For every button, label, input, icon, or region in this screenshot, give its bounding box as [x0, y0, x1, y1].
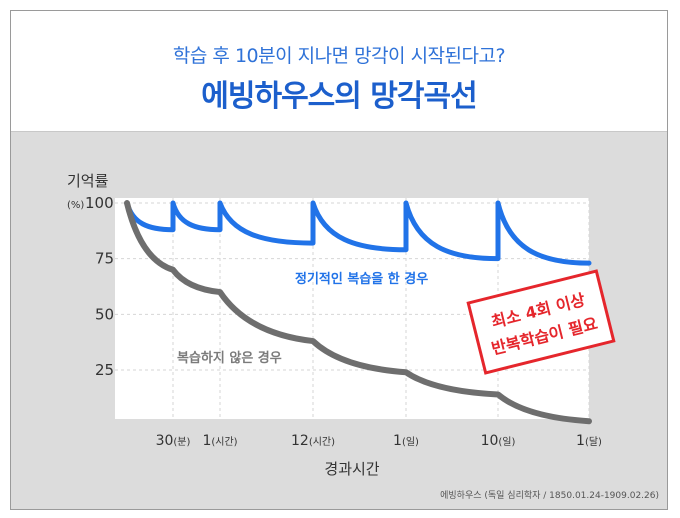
figure-frame: 학습 후 10분이 지나면 망각이 시작된다고? 에빙하우스의 망각곡선 기억률…	[10, 10, 668, 510]
x-axis-title: 경과시간	[324, 460, 379, 478]
series-label-no-review: 복습하지 않은 경우	[177, 350, 282, 366]
source-note: 에빙하우스 (독일 심리학자 / 1850.01.24-1909.02.26)	[440, 490, 659, 501]
y-axis-unit: (%)	[67, 200, 84, 211]
plot-area: 기억률 (%) 100 75 50 25 30(분) 1(시간) 12(시간) 1(일) 10(일)…	[11, 132, 667, 509]
y-tick-label: 25	[95, 361, 114, 379]
y-tick-label: 50	[95, 305, 114, 323]
header: 학습 후 10분이 지나면 망각이 시작된다고? 에빙하우스의 망각곡선	[11, 11, 667, 132]
series-label-reviewed: 정기적인 복습을 한 경우	[295, 271, 428, 287]
y-axis-title: 기억률	[67, 172, 109, 190]
subtitle: 학습 후 10분이 지나면 망각이 시작된다고?	[172, 45, 506, 67]
forgetting-curve-chart: 기억률 (%) 100 75 50 25 30(분) 1(시간) 12(시간) 1(일) 10(일)…	[67, 172, 659, 501]
x-tick-label: 1(일)	[393, 433, 419, 449]
series-line-reviewed	[124, 200, 592, 266]
x-tick-label: 1(시간)	[202, 433, 237, 449]
x-tick-label: 10(일)	[481, 433, 516, 449]
chart-title: 에빙하우스의 망각곡선	[201, 79, 477, 114]
y-tick-label: 100	[85, 194, 114, 212]
annotation-box	[466, 269, 616, 375]
x-tick-label: 30(분)	[156, 433, 191, 449]
y-tick-label: 75	[95, 250, 114, 268]
x-tick-label: 12(시간)	[291, 433, 335, 449]
series-line-no-review	[124, 200, 592, 425]
x-tick-label: 1(달)	[576, 433, 602, 449]
